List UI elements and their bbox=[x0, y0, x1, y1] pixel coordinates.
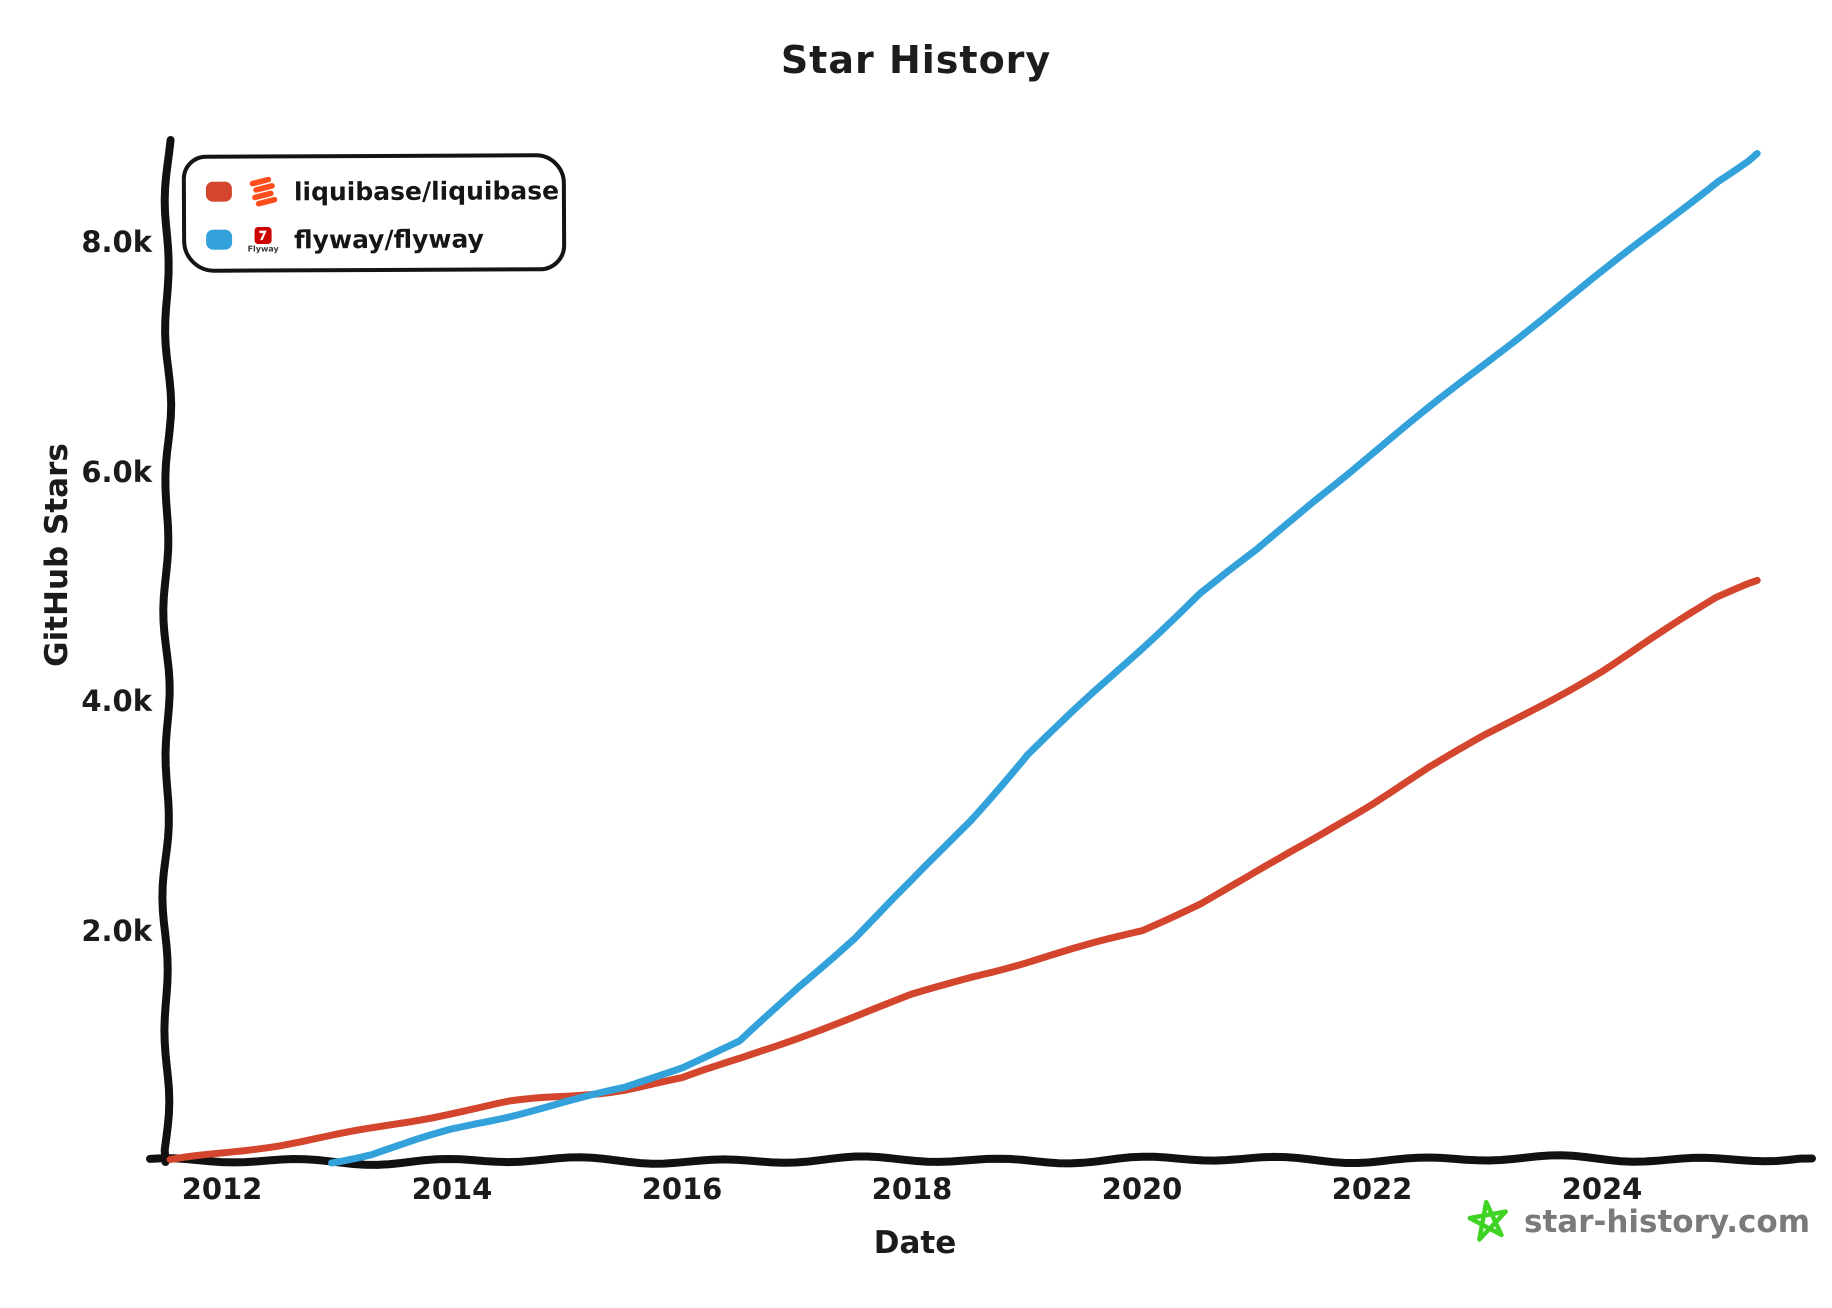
star-icon bbox=[1467, 1199, 1508, 1242]
x-tick-label: 2020 bbox=[1101, 1172, 1183, 1206]
legend-label-flyway: flyway/flyway bbox=[294, 224, 484, 254]
y-tick-label: 8.0k bbox=[81, 225, 152, 259]
y-tick-label: 2.0k bbox=[81, 913, 152, 948]
y-tick-label: 6.0k bbox=[81, 454, 152, 489]
x-axis bbox=[146, 1151, 1816, 1169]
legend-label-liquibase: liquibase/liquibase bbox=[293, 175, 560, 206]
x-tick-label: 2012 bbox=[181, 1172, 263, 1206]
series-line-liquibase[interactable] bbox=[166, 576, 1761, 1163]
legend[interactable]: liquibase/liquibase Flyway flyway/flyway bbox=[181, 153, 567, 273]
legend-item-liquibase[interactable]: liquibase/liquibase bbox=[186, 166, 562, 216]
x-tick-label: 2018 bbox=[871, 1172, 953, 1206]
flyway-series-marker bbox=[206, 229, 233, 250]
liquibase-logo-icon bbox=[245, 171, 281, 211]
flyway-logo-icon: Flyway bbox=[245, 219, 281, 259]
x-axis-title: Date bbox=[873, 1225, 957, 1261]
chart-title: Star History bbox=[780, 38, 1052, 82]
x-tick-label: 2016 bbox=[641, 1172, 723, 1206]
legend-item-flyway[interactable]: Flyway flyway/flyway bbox=[186, 214, 562, 264]
liquibase-series-marker bbox=[205, 181, 232, 202]
y-tick-label: 4.0k bbox=[81, 684, 152, 718]
x-tick-label: 2022 bbox=[1331, 1172, 1413, 1206]
watermark[interactable]: star-history.com bbox=[1466, 1198, 1810, 1246]
x-tick-label: 2024 bbox=[1561, 1172, 1643, 1206]
watermark-text: star-history.com bbox=[1524, 1204, 1811, 1240]
x-tick-label: 2014 bbox=[411, 1172, 493, 1206]
series-line-flyway[interactable] bbox=[328, 150, 1761, 1167]
flyway-logo-text: Flyway bbox=[247, 243, 279, 254]
y-axis bbox=[158, 136, 176, 1166]
